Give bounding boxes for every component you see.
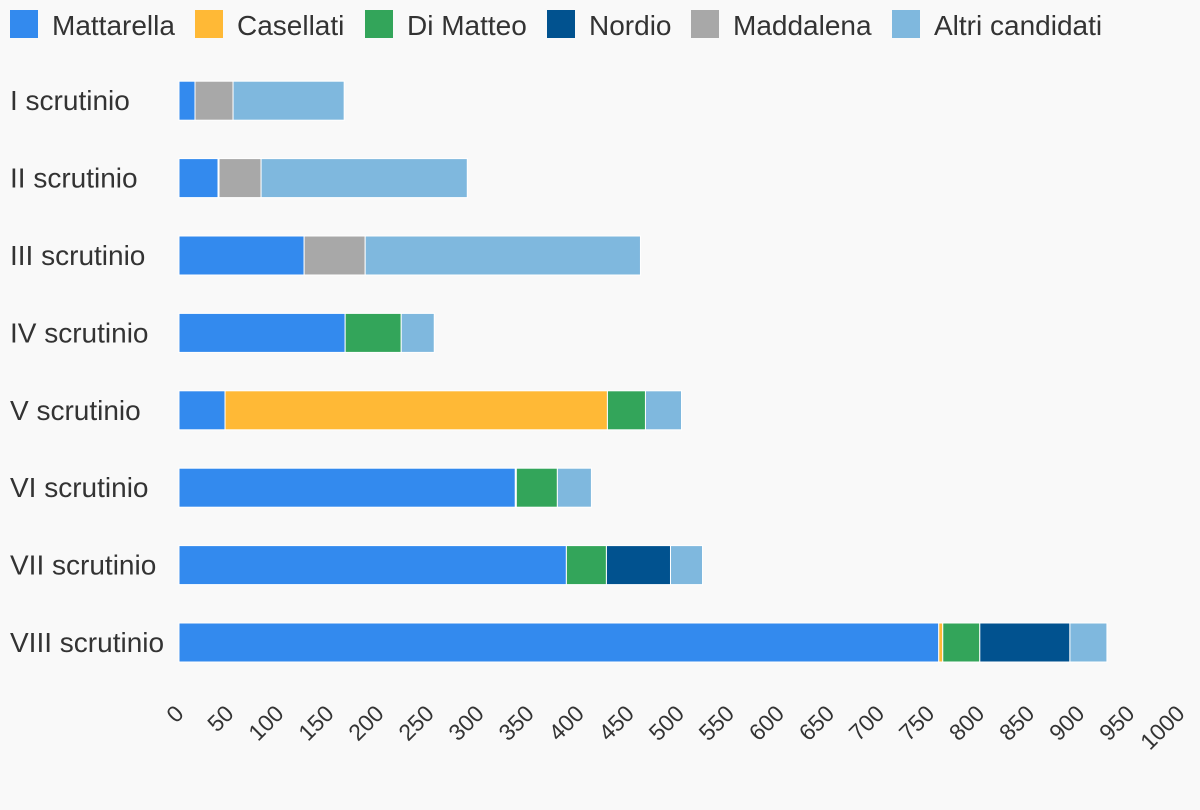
x-tick-label: 300	[443, 700, 489, 746]
legend-label: Altri candidati	[934, 10, 1103, 41]
category-label: III scrutinio	[10, 240, 145, 271]
bar-segment	[260, 158, 468, 199]
category-label: VII scrutinio	[10, 550, 156, 581]
x-tick-label: 600	[744, 700, 790, 746]
legend-swatch	[365, 10, 393, 38]
x-tick-label: 550	[694, 700, 740, 746]
legend-label: Nordio	[589, 10, 672, 41]
legend-swatch	[547, 10, 575, 38]
x-tick-label: 650	[794, 700, 840, 746]
bar-segment	[400, 312, 435, 353]
bar-segment	[218, 158, 262, 199]
bar-segment	[942, 622, 981, 663]
x-tick-label: 100	[243, 700, 289, 746]
x-tick-label: 150	[293, 700, 339, 746]
x-tick-label: 0	[161, 700, 188, 727]
bar-segment	[178, 235, 305, 276]
legend-label: Casellati	[237, 10, 345, 41]
bar-segment	[232, 80, 345, 121]
bar-segment	[178, 545, 567, 586]
x-tick-label: 200	[343, 700, 389, 746]
x-tick-label: 1000	[1135, 700, 1190, 755]
x-tick-label: 500	[644, 700, 690, 746]
bar-segment	[669, 545, 704, 586]
bar-segment	[364, 235, 641, 276]
legend-label: Di Matteo	[407, 10, 527, 41]
x-tick-label: 800	[944, 700, 990, 746]
bar-segment	[938, 622, 944, 663]
bar-segment	[1069, 622, 1108, 663]
x-tick-label: 950	[1094, 700, 1140, 746]
category-label: V scrutinio	[10, 395, 141, 426]
x-tick-label: 50	[202, 700, 238, 736]
category-label: VI scrutinio	[10, 472, 149, 503]
bar-segment	[178, 622, 940, 663]
bar-segment	[194, 80, 234, 121]
bar-segment	[178, 80, 196, 121]
legend-swatch	[691, 10, 719, 38]
bar-segment	[556, 467, 592, 508]
x-tick-label: 400	[543, 700, 589, 746]
legend-swatch	[195, 10, 223, 38]
bar-segment	[178, 390, 226, 431]
bar-segment	[606, 390, 646, 431]
bar-segment	[178, 158, 219, 199]
bar-segment	[178, 467, 516, 508]
legend-swatch	[892, 10, 920, 38]
category-label: I scrutinio	[10, 85, 130, 116]
category-label: II scrutinio	[10, 163, 138, 194]
x-tick-label: 750	[894, 700, 940, 746]
x-tick-label: 350	[493, 700, 539, 746]
bar-segment	[565, 545, 607, 586]
category-label: VIII scrutinio	[10, 627, 164, 658]
x-tick-label: 900	[1044, 700, 1090, 746]
bar-segment	[344, 312, 402, 353]
x-tick-label: 850	[994, 700, 1040, 746]
x-tick-label: 250	[393, 700, 439, 746]
bar-segment	[644, 390, 683, 431]
bar-segment	[303, 235, 366, 276]
legend-swatch	[10, 10, 38, 38]
bar-segment	[178, 312, 346, 353]
bar-segment	[605, 545, 671, 586]
x-tick-label: 450	[593, 700, 639, 746]
bar-segment	[224, 390, 608, 431]
legend-label: Mattarella	[52, 10, 175, 41]
bar-segment	[979, 622, 1071, 663]
legend-label: Maddalena	[733, 10, 872, 41]
bar-segment	[515, 467, 558, 508]
x-tick-label: 700	[844, 700, 890, 746]
category-label: IV scrutinio	[10, 317, 149, 348]
